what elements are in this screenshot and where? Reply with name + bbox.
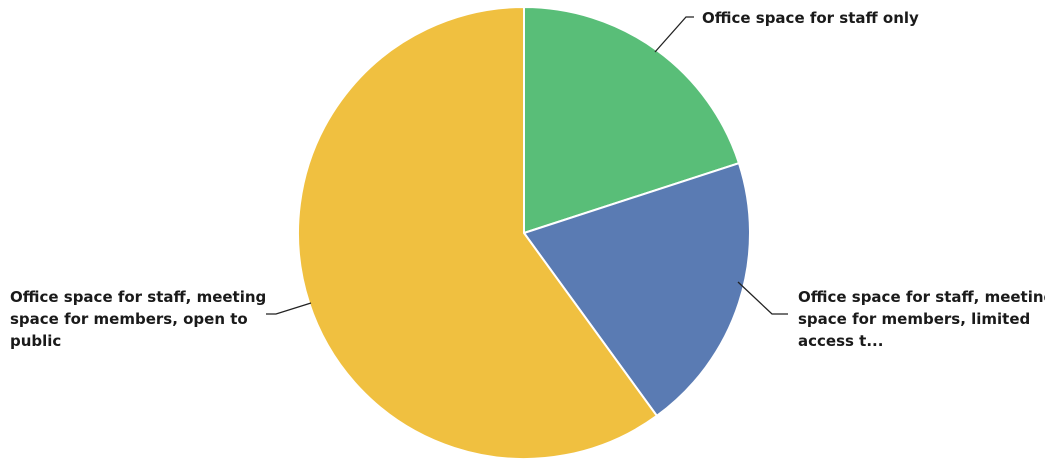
slice-label-1: Office space for staff only [702, 9, 919, 27]
slice-label-line: Office space for staff, meeting [798, 288, 1045, 306]
slice-label-line: space for members, limited [798, 310, 1030, 328]
slice-label-line: Office space for staff, meeting [10, 288, 266, 306]
slice-label-line: access t... [798, 332, 883, 350]
leader-line-2 [737, 281, 788, 315]
slice-label-line: Office space for staff only [702, 9, 919, 27]
leader-lines [266, 16, 788, 315]
leader-line-1 [654, 16, 694, 53]
slice-label-3: Office space for staff, meeting space for… [10, 288, 266, 350]
slice-label-line: space for members, open to [10, 310, 248, 328]
leader-line-3 [266, 302, 312, 315]
pie-slice-3 [297, 5, 659, 460]
pie-slice-2 [522, 161, 751, 418]
slice-label-2: Office space for staff, meeting space for… [798, 288, 1045, 350]
slice-label-line: public [10, 332, 61, 350]
pie-slices [297, 5, 751, 460]
slice-labels: Office space for staff only Office space … [10, 9, 1045, 350]
